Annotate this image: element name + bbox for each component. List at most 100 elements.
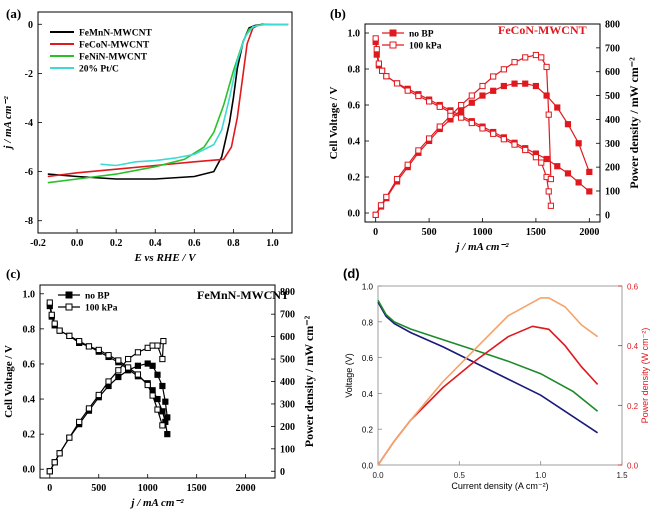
data-point: [105, 378, 112, 385]
x-axis-title: Current density (A cm⁻²): [451, 481, 548, 491]
data-point: [511, 59, 518, 66]
data-point: [458, 102, 465, 109]
data-point: [134, 362, 142, 369]
data-point: [458, 114, 465, 121]
data-point: [547, 175, 554, 183]
y2-tick-label: 200: [280, 422, 295, 433]
panel-label: (d): [343, 266, 360, 281]
y2-axis-title: Power density / mW cm⁻²: [302, 315, 316, 447]
data-point: [554, 163, 561, 170]
series-line-voltage-1: [377, 301, 599, 434]
data-point: [48, 311, 55, 318]
chart-panel-2: (b) 0 500 1000 1500 2000 0.0 0.2 0.4 0.6 0.8 1.0 0 10…: [328, 6, 641, 253]
data-point: [46, 299, 53, 306]
data-point: [532, 51, 540, 59]
y-tick-label: 0.2: [348, 173, 361, 184]
legend-label: 20% Pt/C: [79, 65, 119, 75]
y-axis-title: Voltage (V): [344, 353, 354, 398]
x-tick-label: 500: [91, 483, 106, 494]
y-tick-label: 0.0: [362, 462, 374, 471]
y2-tick-label: 0: [280, 467, 285, 478]
x-tick-label: 0.2: [110, 238, 123, 249]
data-point: [545, 188, 552, 195]
y-tick-label: -4: [25, 118, 33, 129]
data-point: [415, 92, 422, 100]
legend-marker: [389, 29, 397, 37]
series-line-100-kpa: [49, 302, 163, 426]
y-tick-label: 0.4: [348, 137, 361, 148]
data-point: [160, 338, 167, 345]
data-point: [538, 54, 545, 61]
y-tick-label: 1.0: [362, 283, 374, 292]
data-point: [375, 60, 382, 67]
data-point: [372, 35, 379, 42]
y-axis-title: j / mA cm⁻²: [2, 96, 14, 151]
y2-tick-label: 0.4: [627, 342, 639, 351]
data-point: [554, 104, 561, 111]
plot-frame: [39, 284, 276, 479]
data-point: [500, 82, 507, 90]
legend-label: 100 kPa: [409, 42, 442, 52]
x-tick-label: 0.5: [454, 471, 466, 480]
data-point: [543, 63, 550, 71]
y-tick-label: 0.8: [362, 318, 374, 327]
data-point: [415, 147, 422, 154]
data-point: [490, 73, 497, 80]
y-tick-label: 0.2: [362, 426, 374, 435]
x-tick-label: 1.5: [616, 471, 628, 480]
series-line-voltage-2: [377, 299, 599, 412]
data-point: [425, 98, 433, 105]
x-tick-label: 1.0: [266, 238, 279, 249]
data-point: [164, 414, 171, 421]
data-point: [377, 202, 385, 209]
data-point: [373, 46, 380, 53]
legend-label: FeCoN-MWCNT: [79, 41, 150, 51]
data-point: [586, 168, 593, 176]
data-point: [66, 434, 73, 441]
y-tick-label: 0.6: [23, 359, 36, 370]
y-tick-label: 0.4: [23, 395, 36, 406]
y-tick-label: 0.4: [362, 390, 374, 399]
panel-label: (a): [6, 6, 21, 21]
x-tick-label: 0: [373, 227, 378, 238]
data-point: [154, 342, 161, 349]
y-tick-label: 1.0: [23, 289, 36, 300]
data-point: [159, 355, 166, 363]
data-point: [564, 170, 572, 177]
y2-tick-label: 800: [605, 20, 620, 31]
data-point: [532, 154, 540, 161]
y2-tick-label: 100: [280, 444, 295, 455]
y-tick-label: 1.0: [348, 29, 361, 40]
data-point: [51, 459, 58, 466]
y2-tick-label: 700: [280, 310, 295, 321]
data-point: [404, 161, 411, 168]
y2-tick-label: 500: [605, 91, 620, 102]
panel-annotation: FeMnN-MWCNT: [197, 288, 289, 302]
y2-tick-label: 300: [280, 399, 295, 410]
y-tick-label: -2: [25, 69, 33, 80]
x-tick-label: 1500: [187, 483, 207, 494]
x-tick-label: 2000: [236, 483, 256, 494]
data-point: [149, 362, 156, 369]
panel-annotation: FeCoN-MWCNT: [498, 23, 587, 37]
y-axis-title: Cell Voltage / V: [3, 345, 15, 418]
legend-label: no BP: [85, 292, 110, 302]
y-tick-label: 0.0: [23, 465, 36, 476]
x-tick-label: 1.0: [535, 471, 547, 480]
x-axis-title: j / mA cm⁻²: [129, 497, 184, 509]
data-point: [115, 373, 122, 381]
y2-tick-label: 0: [605, 210, 610, 221]
y-tick-label: 0.8: [23, 324, 36, 335]
x-tick-label: 0.0: [372, 471, 384, 480]
data-point: [468, 92, 475, 99]
chart-panel-3: (c) 0 500 1000 1500 2000 0.0 0.2 0.4 0.6 0.8 1.0 0 10…: [3, 266, 316, 509]
chart-panel-1: (a) -0.2 0.0 0.2 0.4 0.6 0.8 1.0 0 -2 -4 -6 -8 E vs R…: [2, 6, 293, 264]
data-point: [393, 175, 401, 183]
panel-label: (b): [330, 6, 346, 21]
series-line-no-bp: [49, 305, 168, 435]
data-point: [490, 130, 497, 137]
legend-label: no BP: [409, 30, 434, 40]
legend-marker: [65, 291, 73, 299]
legend-label: FeMnN-MWCNT: [79, 29, 152, 39]
data-point: [586, 188, 593, 195]
